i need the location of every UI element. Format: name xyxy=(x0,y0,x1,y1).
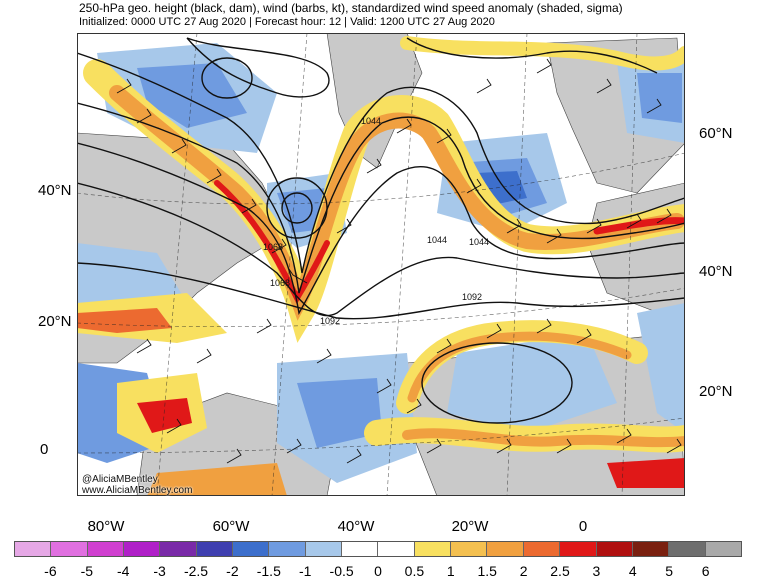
negative-area-2 xyxy=(137,63,247,128)
map-title: 250-hPa geo. height (black, dam), wind (… xyxy=(79,1,623,15)
colorbar-swatch xyxy=(87,542,125,556)
credit-handle: @AliciaMBentley xyxy=(82,474,158,485)
colorbar-swatch xyxy=(196,542,234,556)
contour-label: 1092 xyxy=(462,292,482,302)
colorbar-tick-label: 0.5 xyxy=(404,563,425,579)
right-lat-label: 20°N xyxy=(699,383,733,400)
colorbar-tick-label: -6 xyxy=(44,563,57,579)
colorbar-swatch xyxy=(705,542,741,556)
height-contours xyxy=(77,37,685,424)
colorbar-tick-label: -5 xyxy=(80,563,94,579)
lon-label: 20°W xyxy=(451,518,489,535)
colorbar-tick-label: 3 xyxy=(592,563,601,579)
negative-area-14 xyxy=(637,73,682,123)
jet-core-north xyxy=(109,85,685,321)
colorbar-swatch xyxy=(560,542,597,556)
colorbar-swatch xyxy=(669,542,706,556)
colorbar-swatch xyxy=(160,542,197,556)
colorbar-swatch xyxy=(269,542,306,556)
contour-label: 1044 xyxy=(427,235,447,245)
graticule xyxy=(77,33,685,496)
contour-label: 1044 xyxy=(469,237,489,247)
positive-band-south-core xyxy=(402,428,685,448)
lon-label: 0 xyxy=(578,518,588,535)
contour-label: 1044 xyxy=(361,116,381,126)
left-lat-label: 20°N xyxy=(38,313,72,330)
left-lat-label: 0 xyxy=(40,441,49,458)
positive-area-caribbean-core xyxy=(137,398,192,433)
colorbar-tick-label: 1 xyxy=(446,563,455,579)
wind-barbs xyxy=(116,58,682,464)
right-lat-label: 40°N xyxy=(699,263,733,280)
right-lat-label: 60°N xyxy=(699,125,733,142)
lon-label: 60°W xyxy=(212,518,250,535)
contour-label: 1068 xyxy=(263,242,283,252)
colorbar-tick-label: 5 xyxy=(665,563,674,579)
lon-label: 40°W xyxy=(337,518,375,535)
colorbar-swatch xyxy=(487,542,524,556)
colorbar-swatch xyxy=(451,542,488,556)
contour-label: 1092 xyxy=(320,316,340,326)
contour-labels: 1044 1044 1068 1068 1044 1092 1092 xyxy=(263,116,489,326)
credit-text: @AliciaMBentley www.AliciaMBentley.com xyxy=(82,474,192,496)
colorbar-tick-label: 2.5 xyxy=(550,563,570,579)
negative-area-12 xyxy=(447,333,617,433)
map-subtitle: Initialized: 0000 UTC 27 Aug 2020 | Fore… xyxy=(79,16,495,28)
jet-streak-top xyxy=(400,36,685,71)
credit-url: www.AliciaMBentley.com xyxy=(82,485,193,496)
contour-label: 1068 xyxy=(270,278,290,288)
colorbar-swatch xyxy=(596,542,633,556)
colorbar-tick-label: -2.5 xyxy=(183,563,209,579)
jet-core-subtropical xyxy=(407,331,632,403)
left-lat-label: 40°N xyxy=(38,182,72,199)
colorbar xyxy=(14,541,742,557)
colorbar-swatch xyxy=(342,542,379,556)
colorbar-tick-label: -1.5 xyxy=(256,563,281,579)
colorbar-swatch xyxy=(124,542,161,556)
colorbar-tick-label: -2 xyxy=(226,563,239,579)
weather-map: 1044 1044 1068 1068 1044 1092 1092 xyxy=(77,33,685,496)
colorbar-swatch xyxy=(414,542,452,556)
lon-label: 80°W xyxy=(87,518,125,535)
colorbar-tick-label: -1 xyxy=(298,563,312,579)
colorbar-tick-label: 6 xyxy=(701,563,710,579)
positive-area-southwest xyxy=(147,463,287,496)
colorbar-swatch xyxy=(51,542,88,556)
colorbar-tick-label: -3 xyxy=(153,563,166,579)
colorbar-swatch xyxy=(233,542,270,556)
colorbar-swatch xyxy=(523,542,561,556)
colorbar-tick-label: -4 xyxy=(116,563,130,579)
colorbar-tick-label: 4 xyxy=(628,563,637,579)
colorbar-swatch xyxy=(15,542,52,556)
colorbar-swatch xyxy=(305,542,343,556)
colorbar-tick-label: -0.5 xyxy=(329,563,354,579)
negative-area-9 xyxy=(297,378,382,448)
positive-area-southeast xyxy=(607,458,685,488)
colorbar-swatch xyxy=(632,542,670,556)
positive-anomaly-shading xyxy=(77,36,685,496)
colorbar-tick-label: 1.5 xyxy=(477,563,497,579)
colorbar-tick-label: 0 xyxy=(374,563,382,579)
map-frame xyxy=(77,33,685,496)
jet-max-east xyxy=(593,217,685,235)
colorbar-tick-label: 2 xyxy=(519,563,528,579)
negative-area-15 xyxy=(637,303,685,433)
positive-area-west-core xyxy=(77,308,172,333)
colorbar-swatch xyxy=(378,542,415,556)
